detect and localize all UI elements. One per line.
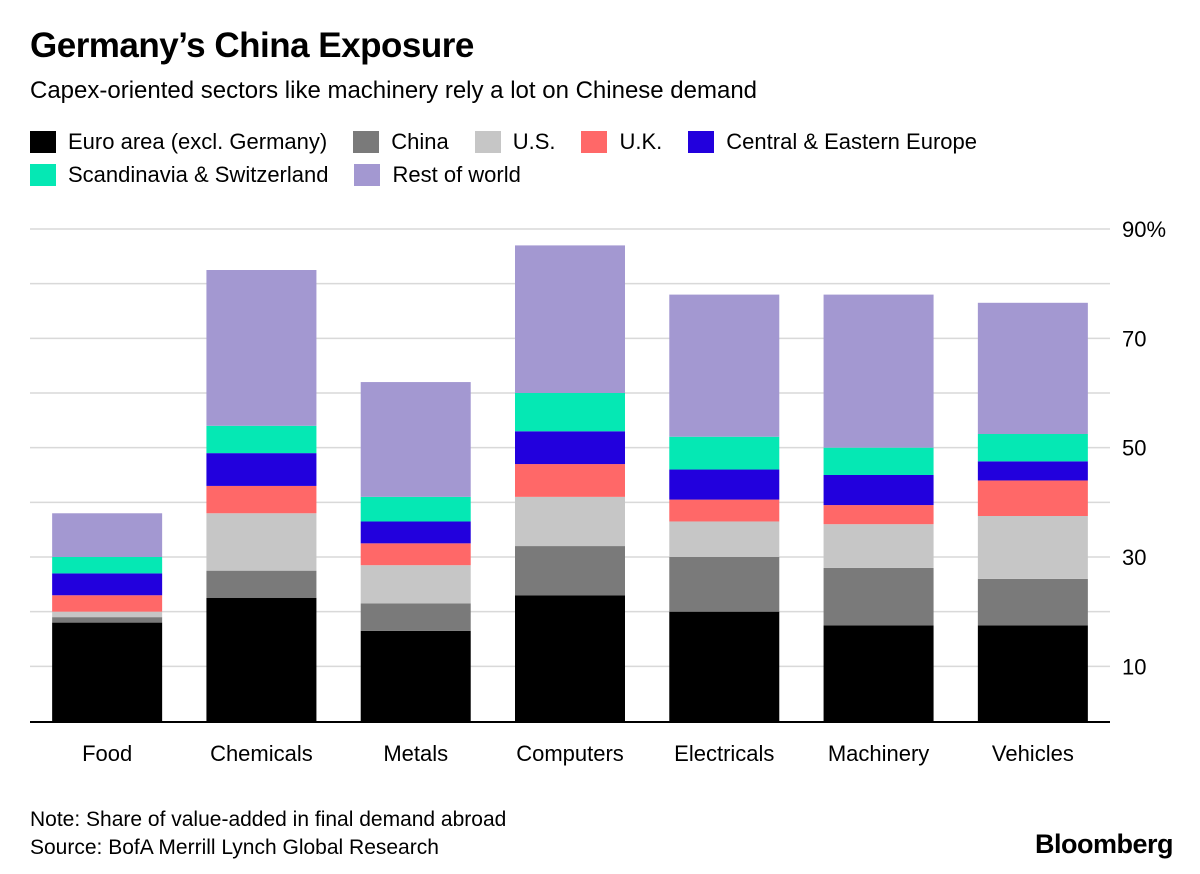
bar-chemicals-u-s xyxy=(206,513,317,571)
bar-computers-euro-area-excl-germany xyxy=(515,595,625,721)
bar-chemicals-u-k xyxy=(206,485,317,514)
y-tick-label-50: 50 xyxy=(1122,436,1146,461)
bar-food-rest-of-world xyxy=(52,513,163,557)
bar-machinery-u-k xyxy=(823,505,934,525)
chart-title: Germany’s China Exposure xyxy=(30,26,474,65)
bar-computers-u-k xyxy=(515,464,625,497)
legend-item-scandinavia: Scandinavia & Switzerland xyxy=(30,162,328,188)
bar-electricals-u-s xyxy=(669,521,780,557)
legend-row-2: Scandinavia & Switzerland Rest of world xyxy=(30,159,1130,191)
bar-chemicals-euro-area-excl-germany xyxy=(206,598,317,721)
legend-label-scandinavia: Scandinavia & Switzerland xyxy=(68,162,329,187)
bar-computers-central-eastern-europe xyxy=(515,431,625,465)
bar-electricals-china xyxy=(669,557,780,612)
legend-item-euro-area: Euro area (excl. Germany) xyxy=(30,129,327,155)
bar-machinery-rest-of-world xyxy=(823,294,934,448)
bar-electricals-rest-of-world xyxy=(669,294,780,437)
legend-label-china: China xyxy=(391,129,449,154)
bar-food-u-k xyxy=(52,595,163,612)
bar-food-scandinavia-switzerland xyxy=(52,557,163,574)
y-tick-label-30: 30 xyxy=(1122,545,1146,570)
bar-computers-rest-of-world xyxy=(515,245,625,393)
bar-food-china xyxy=(52,617,163,623)
bar-electricals-central-eastern-europe xyxy=(669,469,780,500)
legend-swatch-uk xyxy=(581,131,608,153)
bar-food-u-s xyxy=(52,611,163,618)
bar-chemicals-central-eastern-europe xyxy=(206,453,317,486)
legend-label-us: U.S. xyxy=(512,129,556,154)
y-tick-label-70: 70 xyxy=(1122,326,1146,351)
legend-swatch-euro-area xyxy=(30,131,56,153)
bar-metals-scandinavia-switzerland xyxy=(360,496,471,522)
legend-label-rest-of-world: Rest of world xyxy=(392,162,521,187)
legend-item-rest-of-world: Rest of world xyxy=(354,162,521,188)
bar-machinery-u-s xyxy=(823,524,934,568)
bar-machinery-euro-area-excl-germany xyxy=(823,625,934,721)
bar-computers-china xyxy=(515,546,625,596)
chart-subtitle: Capex-oriented sectors like machinery re… xyxy=(30,77,758,104)
bar-vehicles-rest-of-world xyxy=(977,302,1088,434)
bar-machinery-scandinavia-switzerland xyxy=(823,447,934,475)
legend-label-cee: Central & Eastern Europe xyxy=(726,129,977,154)
legend-item-us: U.S. xyxy=(474,129,556,155)
note-text: Note: Share of value-added in final dema… xyxy=(30,808,507,831)
legend-label-euro-area: Euro area (excl. Germany) xyxy=(68,129,328,154)
bar-metals-u-k xyxy=(360,543,471,566)
legend-item-cee: Central & Eastern Europe xyxy=(688,129,977,155)
bar-electricals-scandinavia-switzerland xyxy=(669,436,780,470)
bar-food-central-eastern-europe xyxy=(52,573,163,596)
x-tick-label-computers: Computers xyxy=(516,741,624,766)
bar-vehicles-china xyxy=(977,578,1088,626)
bar-chemicals-rest-of-world xyxy=(206,270,317,426)
y-tick-label-10: 10 xyxy=(1122,654,1146,679)
bar-electricals-euro-area-excl-germany xyxy=(669,611,780,721)
legend-swatch-scandinavia xyxy=(30,164,56,186)
bar-vehicles-central-eastern-europe xyxy=(977,461,1088,481)
bar-electricals-u-k xyxy=(669,499,780,522)
bar-metals-china xyxy=(360,603,471,631)
x-tick-label-machinery: Machinery xyxy=(828,741,929,766)
legend-swatch-cee xyxy=(688,131,715,153)
bar-computers-scandinavia-switzerland xyxy=(515,393,625,432)
x-tick-label-food: Food xyxy=(82,741,132,766)
legend-label-uk: U.K. xyxy=(619,129,663,154)
bar-chemicals-scandinavia-switzerland xyxy=(206,425,317,454)
legend-row-1: Euro area (excl. Germany) China U.S. U.K… xyxy=(30,126,1130,158)
bar-vehicles-u-k xyxy=(977,480,1088,516)
legend-swatch-us xyxy=(474,131,501,153)
legend-item-uk: U.K. xyxy=(581,129,662,155)
bar-vehicles-u-s xyxy=(977,516,1088,579)
bar-metals-central-eastern-europe xyxy=(360,521,471,544)
bloomberg-logo: Bloomberg xyxy=(1034,829,1174,859)
legend-swatch-china xyxy=(353,131,380,153)
legend: Euro area (excl. Germany) China U.S. U.K… xyxy=(30,126,1130,192)
source-text: Source: BofA Merrill Lynch Global Resear… xyxy=(30,836,439,859)
bar-chemicals-china xyxy=(206,570,317,598)
bar-machinery-china xyxy=(823,567,934,626)
x-tick-label-chemicals: Chemicals xyxy=(210,741,313,766)
bar-metals-euro-area-excl-germany xyxy=(360,630,471,721)
x-tick-label-metals: Metals xyxy=(383,741,448,766)
bar-computers-u-s xyxy=(515,496,625,547)
bar-vehicles-euro-area-excl-germany xyxy=(977,625,1088,721)
bar-machinery-central-eastern-europe xyxy=(823,475,934,506)
legend-item-china: China xyxy=(353,129,449,155)
bar-metals-u-s xyxy=(360,565,471,604)
bar-vehicles-scandinavia-switzerland xyxy=(977,434,1088,462)
y-tick-label-90: 90% xyxy=(1122,217,1166,242)
x-tick-label-vehicles: Vehicles xyxy=(992,741,1074,766)
footnote: Note: Share of value-added in final dema… xyxy=(30,806,506,862)
bar-food-euro-area-excl-germany xyxy=(52,622,163,721)
bar-metals-rest-of-world xyxy=(360,382,471,497)
x-tick-label-electricals: Electricals xyxy=(674,741,774,766)
legend-swatch-rest-of-world xyxy=(354,164,381,186)
